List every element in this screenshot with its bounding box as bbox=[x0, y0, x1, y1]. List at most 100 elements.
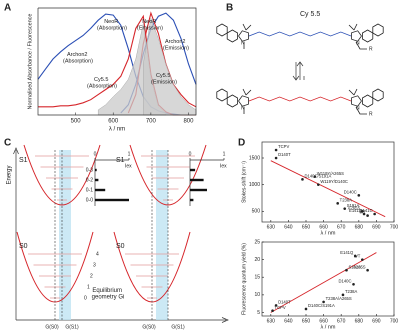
plot-frame bbox=[261, 141, 395, 223]
equilibrium-arrow bbox=[296, 61, 305, 80]
legend-label: NeoR (Absorption) bbox=[97, 19, 127, 32]
point-label: D140T bbox=[278, 300, 291, 305]
point bbox=[301, 178, 304, 181]
x-tick-label: 660 bbox=[319, 224, 328, 230]
bond bbox=[351, 95, 362, 107]
x-tick-label: 600 bbox=[108, 119, 119, 125]
point-label: WT bbox=[354, 254, 361, 259]
point bbox=[322, 300, 325, 304]
point bbox=[357, 194, 361, 197]
bond bbox=[242, 88, 358, 96]
bond bbox=[226, 94, 238, 108]
level-label: 2 bbox=[90, 273, 93, 279]
point-label: T238A bbox=[345, 289, 358, 294]
bar bbox=[190, 178, 204, 182]
x-tick-label: 630 bbox=[267, 224, 276, 230]
bond bbox=[238, 30, 249, 42]
level-label: 1 bbox=[87, 284, 90, 290]
x-axis-label: λ / nm bbox=[321, 230, 336, 236]
point-label: A265S bbox=[348, 205, 361, 210]
bar bbox=[190, 198, 194, 202]
point bbox=[274, 304, 278, 307]
legend-label: NeoR (Emission) bbox=[137, 19, 163, 32]
bar bbox=[190, 188, 207, 192]
point bbox=[353, 254, 357, 258]
x-tick-label: 700 bbox=[390, 318, 399, 324]
point-label: E141C bbox=[360, 208, 373, 213]
point-label: D140C bbox=[338, 278, 351, 283]
x-tick-label: 700 bbox=[146, 119, 157, 125]
bond bbox=[216, 88, 228, 102]
y-axis-label: Energy bbox=[7, 165, 13, 184]
y-axis-label: Fluorescence quantum yield (%) bbox=[241, 243, 247, 315]
y-tick-label: 15 bbox=[254, 275, 260, 281]
trendline bbox=[270, 160, 386, 218]
x-tick-label: 670 bbox=[337, 318, 346, 324]
x-tick-label: 1 bbox=[223, 151, 226, 157]
bond bbox=[351, 30, 362, 42]
coordinate-label: G(S0) bbox=[142, 324, 156, 330]
point bbox=[343, 207, 347, 210]
level-label: 0 bbox=[84, 295, 87, 301]
excitation-band bbox=[59, 150, 71, 320]
point-label: E141Q bbox=[349, 208, 363, 213]
x-tick-label: 690 bbox=[372, 318, 381, 324]
potential-curve bbox=[23, 144, 101, 206]
point bbox=[366, 214, 369, 217]
point bbox=[313, 175, 317, 178]
atom-label: N bbox=[241, 40, 245, 46]
bar bbox=[95, 198, 129, 202]
x-tick-label: 640 bbox=[284, 224, 293, 230]
point-label: A265S bbox=[353, 264, 366, 269]
point-label: T238A bbox=[340, 197, 353, 202]
bond bbox=[362, 94, 374, 108]
axis bbox=[13, 147, 229, 323]
point-label: W119Y/D140C bbox=[320, 179, 348, 184]
point-label: D140T bbox=[278, 152, 291, 157]
y-tick-label: 5 bbox=[257, 310, 260, 316]
bar bbox=[190, 168, 196, 172]
equilibrium-arrow bbox=[292, 62, 300, 81]
excitation-band bbox=[156, 150, 168, 320]
bar bbox=[95, 188, 106, 192]
bond bbox=[216, 23, 228, 37]
point-label: WT bbox=[359, 210, 366, 215]
state-label: S1 bbox=[19, 157, 28, 164]
x-tick-label: 650 bbox=[302, 318, 311, 324]
y-tick-label: 1000 bbox=[249, 182, 260, 188]
point bbox=[366, 268, 369, 272]
point bbox=[345, 268, 348, 272]
point-label: W119Y/A265S bbox=[317, 171, 344, 176]
bond bbox=[372, 23, 384, 37]
x-tick-label: 630 bbox=[267, 318, 276, 324]
bond bbox=[362, 29, 374, 43]
x-axis-label: Equilibrium geometry Gi bbox=[92, 288, 125, 301]
x-tick-label: 1 bbox=[128, 151, 131, 157]
axis bbox=[37, 7, 197, 116]
point-label: D140C/S191A bbox=[304, 173, 331, 178]
coordinate-label: G(S1) bbox=[171, 324, 185, 330]
x-tick-label: 660 bbox=[319, 318, 328, 324]
x-tick-label: 500 bbox=[71, 119, 82, 125]
transition-label: 0-3 bbox=[86, 167, 93, 173]
point bbox=[373, 212, 376, 216]
x-axis-label: λ / nm bbox=[109, 127, 125, 133]
trendline bbox=[270, 252, 377, 313]
legend-label: Cy5.5 (Absorption) bbox=[87, 77, 117, 90]
bond bbox=[243, 41, 367, 50]
point-label: TCPV bbox=[278, 144, 289, 149]
point bbox=[341, 293, 345, 297]
bond bbox=[248, 96, 352, 102]
point bbox=[352, 282, 355, 286]
state-label: S0 bbox=[116, 243, 125, 250]
panel-label: B bbox=[226, 3, 233, 14]
coordinate-label: G(S1) bbox=[65, 324, 79, 330]
y-tick-label: 25 bbox=[254, 239, 260, 245]
x-tick-label: 700 bbox=[390, 224, 399, 230]
plot-frame bbox=[261, 241, 395, 317]
bond bbox=[226, 29, 238, 43]
intensity-label: Iex bbox=[125, 163, 132, 169]
x-tick-label: 800 bbox=[183, 119, 194, 125]
transition-label: 0-1 bbox=[86, 187, 93, 193]
